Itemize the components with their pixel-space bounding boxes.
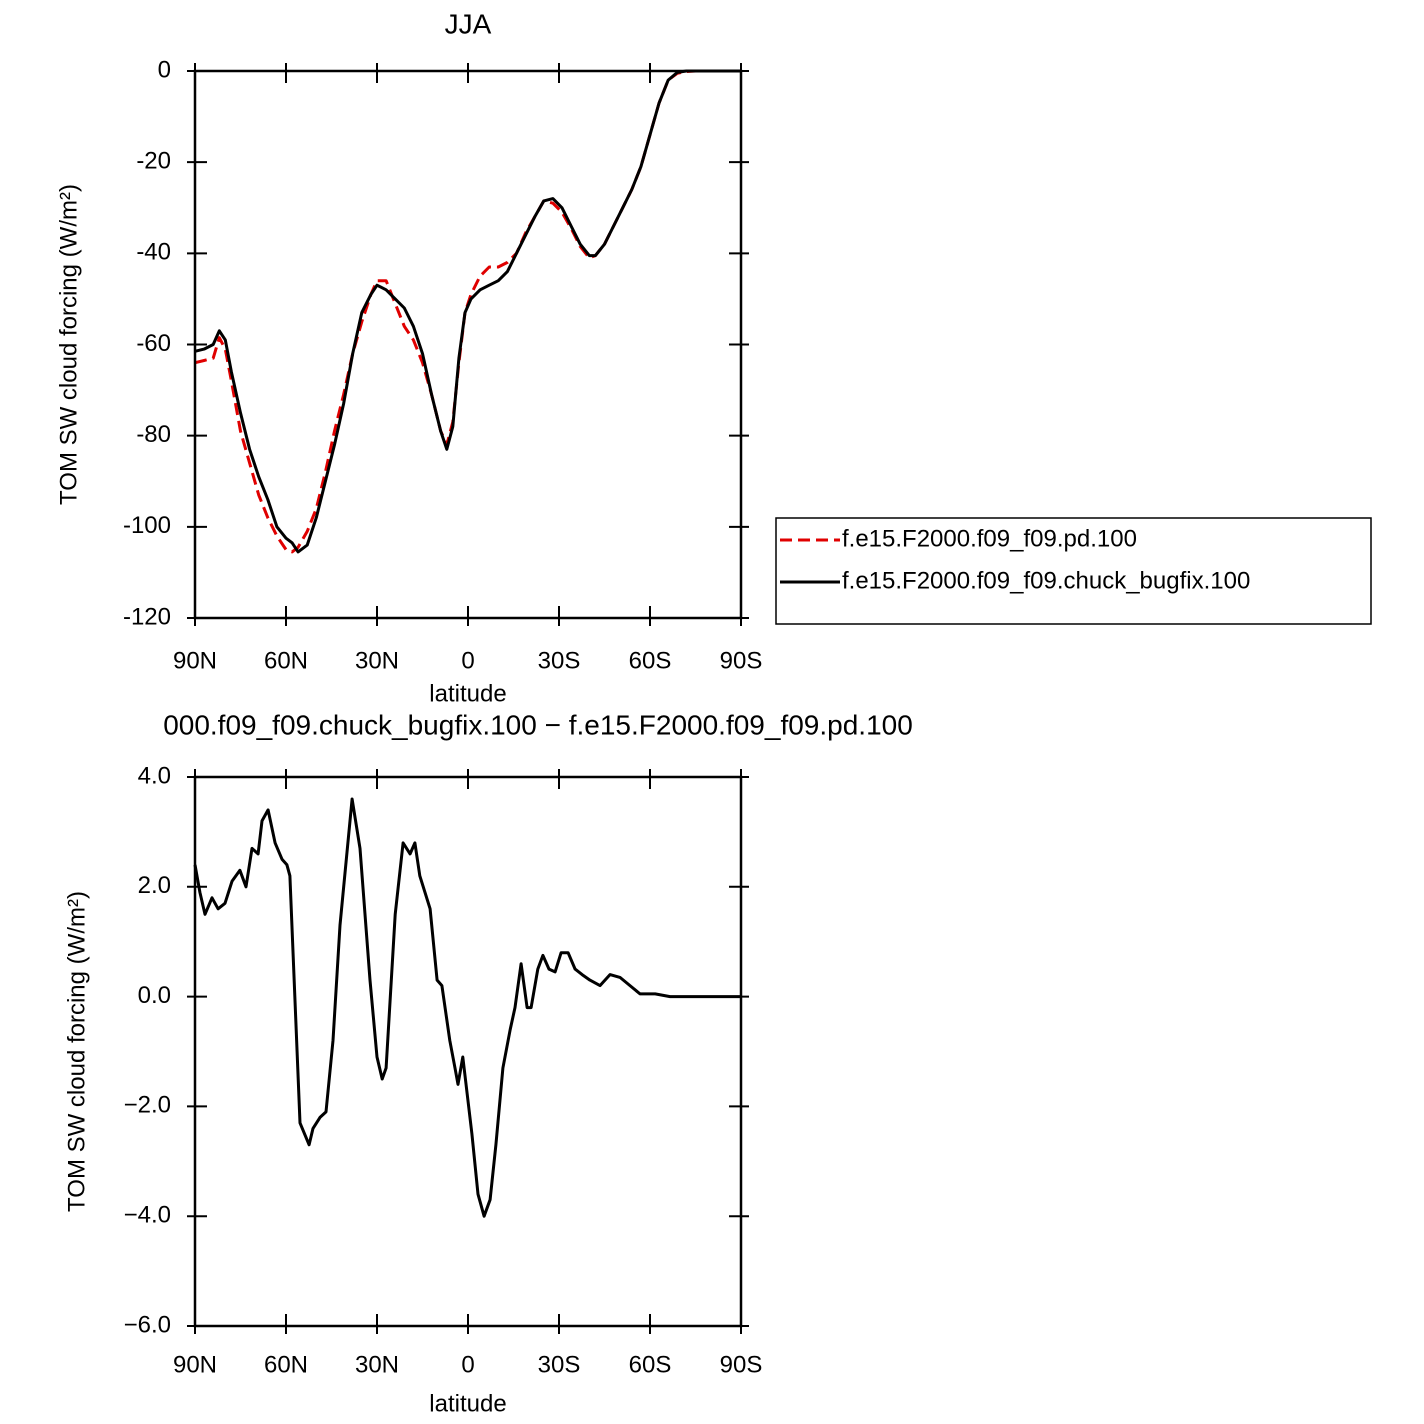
x-tick-label: 90S bbox=[720, 647, 763, 674]
chart-title: JJA bbox=[445, 8, 492, 39]
plot-frame bbox=[193, 775, 743, 1328]
y-tick-label: -60 bbox=[136, 330, 171, 357]
x-tick-label: 60S bbox=[629, 1351, 672, 1378]
y-tick-label: 0 bbox=[158, 56, 171, 83]
x-tick-label: 60N bbox=[264, 647, 308, 674]
y-tick-label: −2.0 bbox=[124, 1092, 171, 1119]
y-tick-label: 0.0 bbox=[138, 982, 171, 1009]
y-axis-label: TOM SW cloud forcing (W/m²) bbox=[63, 891, 90, 1212]
y-tick-label: -80 bbox=[136, 421, 171, 448]
data-line bbox=[194, 69, 741, 554]
y-tick-label: -120 bbox=[123, 603, 171, 630]
legend-label: f.e15.F2000.f09_f09.pd.100 bbox=[842, 525, 1137, 552]
x-tick-label: 90S bbox=[720, 1351, 763, 1378]
y-tick-label: -20 bbox=[136, 148, 171, 175]
x-tick-label: 30S bbox=[538, 1351, 581, 1378]
x-tick-label: 30N bbox=[355, 647, 399, 674]
data-line bbox=[193, 797, 741, 1218]
x-tick-label: 30N bbox=[355, 1351, 399, 1378]
x-tick-label: 0 bbox=[461, 1351, 474, 1378]
x-tick-label: 60N bbox=[264, 1351, 308, 1378]
x-axis-label: latitude bbox=[429, 1390, 506, 1417]
x-tick-label: 90N bbox=[173, 1351, 217, 1378]
x-axis-label: latitude bbox=[429, 680, 506, 707]
plot-frame bbox=[193, 69, 743, 620]
legend-box bbox=[775, 517, 1372, 625]
y-tick-label: −4.0 bbox=[124, 1202, 171, 1229]
x-tick-label: 0 bbox=[461, 647, 474, 674]
y-tick-label: -40 bbox=[136, 239, 171, 266]
x-tick-label: 60S bbox=[629, 647, 672, 674]
data-line bbox=[194, 69, 741, 554]
chart-title: 000.f09_f09.chuck_bugfix.100 − f.e15.F20… bbox=[163, 709, 913, 740]
y-tick-label: -100 bbox=[123, 512, 171, 539]
y-tick-label: 4.0 bbox=[138, 762, 171, 789]
x-tick-label: 30S bbox=[538, 647, 581, 674]
y-axis-label: TOM SW cloud forcing (W/m²) bbox=[55, 184, 82, 505]
y-tick-label: 2.0 bbox=[138, 872, 171, 899]
y-tick-label: −6.0 bbox=[124, 1311, 171, 1338]
x-tick-label: 90N bbox=[173, 647, 217, 674]
legend-label: f.e15.F2000.f09_f09.chuck_bugfix.100 bbox=[842, 567, 1250, 594]
